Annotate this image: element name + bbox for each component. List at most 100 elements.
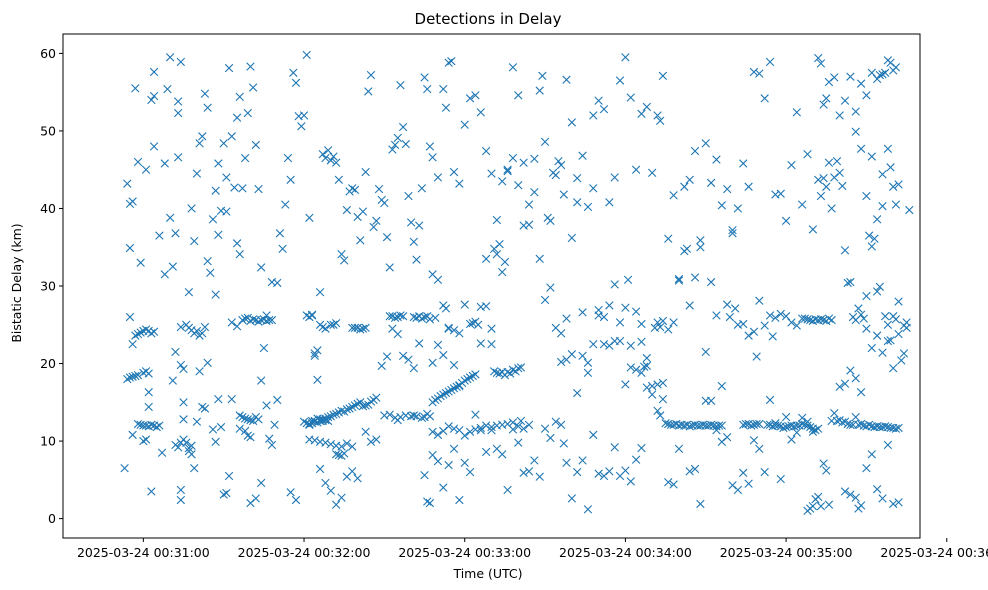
data-point-marker [160, 159, 169, 168]
data-point-marker [535, 86, 544, 95]
data-point-marker [254, 415, 263, 424]
data-point-marker [211, 437, 220, 447]
data-point-marker [599, 312, 609, 322]
data-point-marker [832, 156, 842, 166]
data-point-marker [329, 152, 338, 161]
data-point-marker [824, 314, 834, 323]
data-point-marker [889, 182, 898, 191]
data-point-marker [206, 268, 215, 278]
data-point-marker [656, 116, 665, 126]
data-point-marker [755, 419, 764, 429]
data-point-marker [701, 347, 710, 357]
data-point-marker [441, 103, 451, 112]
data-point-marker [222, 488, 231, 498]
data-point-marker [192, 417, 202, 426]
data-point-marker [680, 182, 689, 191]
data-point-marker [583, 358, 593, 367]
data-point-marker [637, 337, 646, 347]
data-point-marker [342, 205, 352, 215]
data-point-marker [141, 165, 151, 174]
data-point-marker [468, 371, 477, 381]
data-point-marker [859, 314, 868, 323]
data-point-marker [246, 62, 255, 71]
data-point-marker [808, 225, 818, 234]
data-point-marker [658, 71, 668, 81]
data-point-marker [415, 339, 424, 348]
data-point-marker [583, 505, 593, 514]
data-point-marker [302, 50, 311, 60]
data-point-marker [806, 422, 815, 432]
data-point-marker [685, 467, 694, 476]
data-point-marker [637, 319, 646, 329]
data-point-marker [350, 323, 360, 333]
data-point-marker [779, 423, 788, 433]
data-point-marker [350, 401, 360, 410]
data-point-marker [514, 438, 523, 447]
data-point-marker [787, 435, 796, 444]
data-point-marker [340, 449, 349, 458]
data-point-marker [739, 319, 748, 329]
data-point-marker [238, 412, 247, 422]
data-point-marker [872, 331, 882, 340]
data-point-marker [610, 280, 619, 289]
data-point-marker [556, 357, 566, 367]
data-point-marker [214, 230, 223, 240]
data-point-marker [851, 412, 860, 422]
data-point-marker [232, 322, 242, 331]
data-point-marker [444, 387, 453, 396]
data-point-marker [125, 243, 135, 253]
data-point-marker [417, 413, 427, 423]
data-point-marker [428, 427, 437, 436]
data-point-marker [406, 218, 416, 227]
data-point-marker [514, 181, 523, 190]
data-point-marker [578, 456, 587, 465]
data-point-marker [503, 367, 512, 377]
data-point-marker [891, 200, 901, 209]
data-point-marker [216, 422, 226, 432]
y-tick-label: 40 [40, 201, 56, 216]
data-point-marker [235, 250, 244, 259]
data-point-marker [449, 384, 459, 393]
data-point-marker [685, 175, 694, 184]
data-point-marker [342, 439, 352, 448]
data-point-marker [372, 393, 381, 402]
data-point-marker [514, 91, 523, 100]
data-point-marker [401, 139, 410, 149]
data-point-marker [372, 216, 381, 226]
data-point-marker [412, 412, 421, 421]
data-point-marker [862, 324, 871, 333]
data-point-marker [749, 436, 759, 445]
marker-layer [120, 50, 914, 516]
data-point-marker [358, 401, 368, 411]
data-point-marker [498, 267, 507, 277]
data-point-marker [862, 291, 871, 301]
data-point-marker [567, 350, 577, 359]
data-point-marker [147, 95, 156, 105]
data-point-marker [653, 406, 662, 416]
data-point-marker [326, 439, 336, 449]
data-point-marker [315, 288, 325, 297]
data-point-marker [149, 142, 159, 151]
data-point-marker [519, 468, 528, 478]
data-point-marker [420, 312, 429, 322]
data-point-marker [840, 246, 850, 255]
data-point-marker [123, 374, 132, 384]
data-point-marker [321, 415, 330, 425]
data-point-marker [696, 243, 705, 252]
data-point-marker [396, 412, 405, 422]
data-point-marker [465, 427, 475, 436]
data-point-marker [297, 122, 306, 131]
data-point-marker [198, 132, 207, 141]
data-point-marker [409, 411, 419, 420]
data-point-marker [398, 351, 408, 360]
y-tick-label: 30 [40, 279, 56, 294]
data-point-marker [626, 93, 635, 102]
data-point-marker [305, 213, 314, 222]
data-point-marker [747, 421, 756, 430]
data-point-marker [797, 200, 807, 209]
data-point-marker [476, 426, 485, 435]
data-point-marker [487, 324, 496, 333]
data-point-marker [348, 442, 357, 451]
data-point-marker [530, 456, 539, 465]
data-point-marker [439, 390, 448, 399]
